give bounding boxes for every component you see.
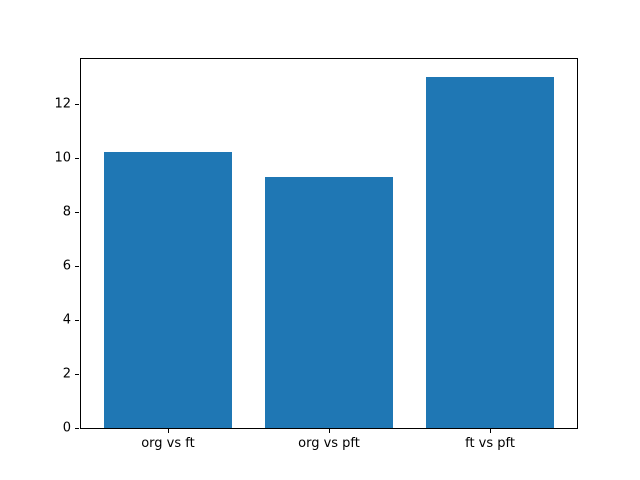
y-tick-mark (75, 103, 79, 105)
x-tick-label: org vs pft (298, 436, 360, 451)
y-tick-label: 4 (62, 312, 71, 328)
x-tick-mark (167, 429, 169, 433)
x-tick-mark (329, 429, 330, 433)
y-tick-mark (75, 428, 79, 429)
bar-1 (103, 152, 233, 428)
x-tick-label: org vs ft (141, 436, 195, 451)
y-tick-label: 12 (54, 96, 71, 112)
y-tick-mark (75, 373, 79, 375)
plot-area (80, 58, 578, 429)
y-tick-mark (75, 211, 79, 213)
y-tick-mark (75, 265, 79, 267)
y-tick-label: 0 (62, 420, 71, 436)
y-tick-label: 6 (62, 258, 71, 274)
x-tick-label: ft vs pft (465, 436, 515, 451)
y-tick-mark (75, 157, 79, 159)
y-tick-label: 10 (54, 150, 71, 166)
bar-2 (264, 176, 394, 428)
y-tick-mark (75, 319, 79, 321)
y-tick-label: 2 (62, 366, 71, 382)
y-tick-label: 8 (62, 204, 71, 220)
x-tick-mark (490, 429, 492, 433)
bar-3 (425, 76, 555, 428)
